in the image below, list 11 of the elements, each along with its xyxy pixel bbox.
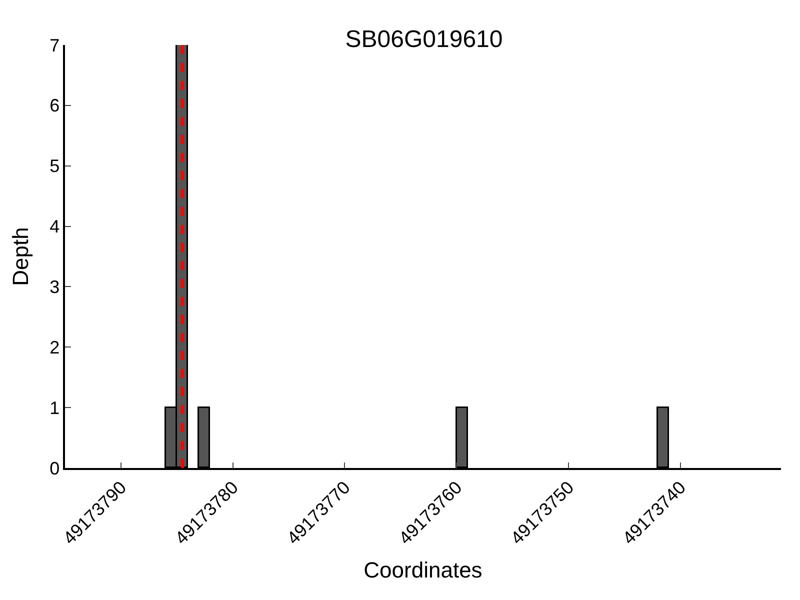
y-tick-label: 5	[50, 156, 60, 176]
x-axis-title: Coordinates	[364, 558, 482, 583]
y-tick-label: 2	[50, 337, 60, 358]
y-tick-label: 0	[50, 458, 60, 478]
y-tick-label: 7	[50, 35, 60, 56]
y-tick-label: 3	[50, 277, 60, 298]
y-axis-title: Depth	[8, 227, 33, 286]
chart-title: SB06G019610	[345, 26, 503, 53]
y-tick-label: 6	[50, 96, 60, 116]
y-tick-label: 4	[50, 216, 60, 237]
y-tick-label: 1	[50, 398, 60, 418]
